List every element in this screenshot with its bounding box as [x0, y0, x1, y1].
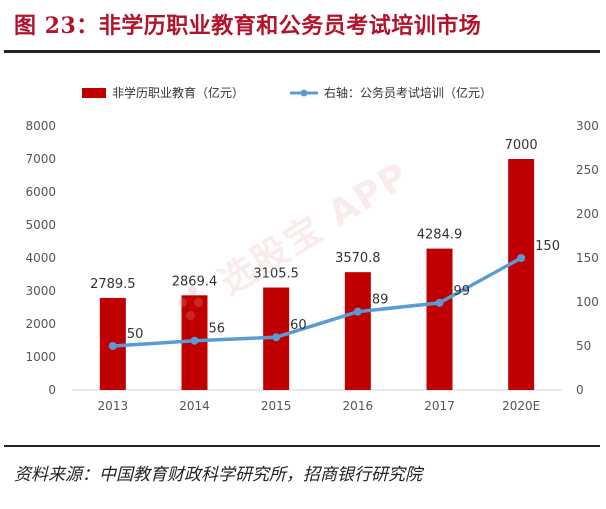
legend-bar-label: 非学历职业教育（亿元）: [112, 85, 244, 100]
line-point-2015: [272, 333, 281, 342]
line-value-label: 60: [290, 318, 307, 333]
bar-value-label: 2789.5: [90, 277, 136, 292]
line-point-2013: [108, 342, 117, 350]
line-path: [112, 256, 523, 348]
y-right-tick-label: 0: [576, 383, 584, 397]
legend-line-marker: [300, 89, 308, 97]
top-rule: [4, 50, 600, 53]
line-value-label: 56: [209, 322, 226, 337]
x-tick-label: 2016: [343, 399, 374, 413]
y-right-tick-label: 300: [576, 119, 599, 133]
y-left-tick-label: 2000: [25, 317, 56, 331]
y-left-tick-label: 7000: [25, 152, 56, 166]
y-left-tick-label: 3000: [25, 284, 56, 298]
x-tick-label: 2017: [424, 399, 455, 413]
line-point-2014: [190, 336, 199, 345]
x-tick-label: 2020E: [502, 399, 540, 413]
bar-value-label: 3570.8: [335, 251, 381, 266]
bar-value-label: 4284.9: [417, 228, 463, 243]
y-left-tick-label: 1000: [25, 350, 56, 364]
line-value-label: 150: [535, 239, 560, 254]
line-point-2017: [435, 298, 444, 307]
y-right-tick-label: 150: [576, 251, 599, 265]
bar-value-label: 3105.5: [253, 267, 299, 282]
line-value-label: 50: [127, 327, 144, 342]
y-left-tick-label: 5000: [25, 218, 56, 232]
source-note: 资料来源：中国教育财政科学研究所，招商银行研究院: [14, 465, 422, 485]
bottom-rule: [4, 445, 600, 447]
combo-chart: 非学历职业教育（亿元） 右轴：公务员考试培训（亿元） 0100020003000…: [25, 85, 598, 413]
bar-value-label: 7000: [505, 138, 538, 153]
line-series: 50 56 60 89 99 150: [108, 239, 560, 350]
line-value-label: 89: [372, 293, 389, 308]
legend-line-label: 右轴：公务员考试培训（亿元）: [324, 85, 492, 100]
x-tick-label: 2013: [98, 399, 129, 413]
chart-legend: 非学历职业教育（亿元） 右轴：公务员考试培训（亿元）: [82, 85, 492, 100]
line-point-2020E: [517, 254, 526, 262]
y-right-tick-label: 200: [576, 207, 599, 221]
y-left-tick-label: 6000: [25, 185, 56, 199]
figure-title: 图 23：非学历职业教育和公务员考试培训市场: [14, 13, 482, 39]
watermark-logo-icon: [178, 286, 206, 324]
y-right-tick-label: 50: [576, 339, 591, 353]
line-value-label: 99: [454, 284, 471, 299]
bar-series: 2789.5 2869.4 3105.5 3570.8 4284.9 7000: [90, 138, 538, 390]
y-right-tick-label: 100: [576, 295, 599, 309]
y-left-tick-label: 8000: [25, 119, 56, 133]
y-left-tick-label: 4000: [25, 251, 56, 265]
line-point-2016: [353, 307, 362, 316]
chart-axes: 0 1000 2000 3000 4000 5000 6000 7000 8000 0 50 100 1…: [25, 119, 598, 413]
bar-2020E: [508, 159, 535, 390]
legend-bar-swatch: [82, 88, 106, 98]
bar-2016: [344, 272, 371, 390]
x-tick-label: 2015: [261, 399, 292, 413]
bar-2017: [426, 248, 453, 390]
bar-value-label: 2869.4: [172, 274, 218, 289]
x-tick-label: 2014: [179, 399, 210, 413]
y-right-tick-label: 250: [576, 163, 599, 177]
y-left-tick-label: 0: [48, 383, 56, 397]
